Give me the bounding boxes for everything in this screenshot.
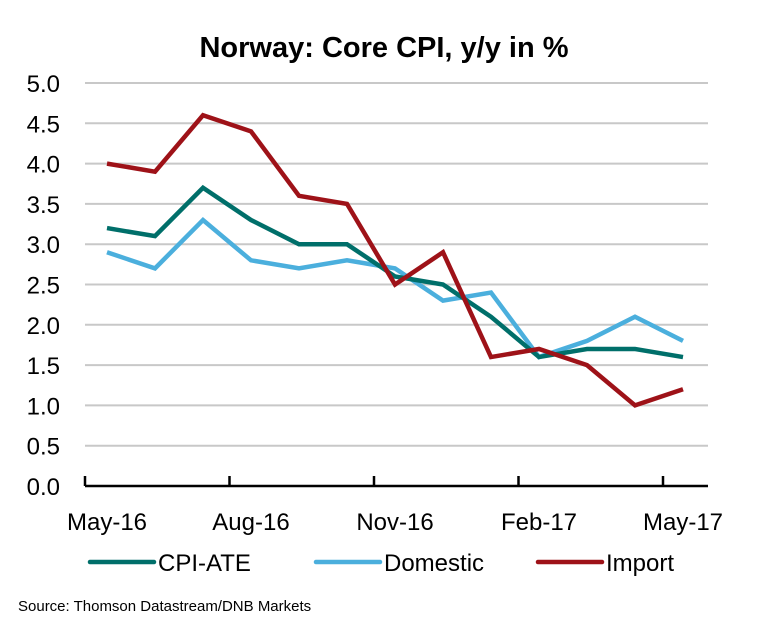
x-tick-label: Nov-16 <box>356 509 433 536</box>
series-lines <box>106 112 685 408</box>
x-tick-label: May-17 <box>643 509 723 536</box>
y-tick-label: 4.5 <box>27 111 60 138</box>
x-tick-label: Aug-16 <box>212 509 289 536</box>
y-tick-label: 2.0 <box>27 313 60 340</box>
series-line-import <box>106 112 684 408</box>
chart-title: Norway: Core CPI, y/y in % <box>199 32 568 64</box>
legend-label: Domestic <box>384 550 484 577</box>
y-tick-label: 4.0 <box>27 152 60 179</box>
y-tick-label: 0.0 <box>27 474 60 501</box>
y-tick-label: 3.5 <box>27 192 60 219</box>
y-tick-label: 5.0 <box>27 71 60 98</box>
legend-label: Import <box>606 550 674 577</box>
x-tick-label: Feb-17 <box>501 509 577 536</box>
legend: CPI-ATE Domestic Import <box>87 550 674 577</box>
y-tick-label: 0.5 <box>27 434 60 461</box>
series-line-cpi-ate <box>106 184 684 360</box>
gridlines <box>85 82 708 447</box>
y-axis-ticks: 0.0 0.5 1.0 1.5 2.0 2.5 3.0 3.5 4.0 4.5 5.0 <box>27 71 60 501</box>
y-tick-label: 1.5 <box>27 353 60 380</box>
x-axis: May-16 Aug-16 Nov-16 Feb-17 May-17 <box>67 476 723 536</box>
y-tick-label: 2.5 <box>27 273 60 300</box>
series-line-domestic <box>106 216 685 360</box>
legend-label: CPI-ATE <box>158 550 251 577</box>
y-tick-label: 3.0 <box>27 232 60 259</box>
source-note: Source: Thomson Datastream/DNB Markets <box>18 598 311 615</box>
y-tick-label: 1.0 <box>27 393 60 420</box>
x-tick-label: May-16 <box>67 509 147 536</box>
